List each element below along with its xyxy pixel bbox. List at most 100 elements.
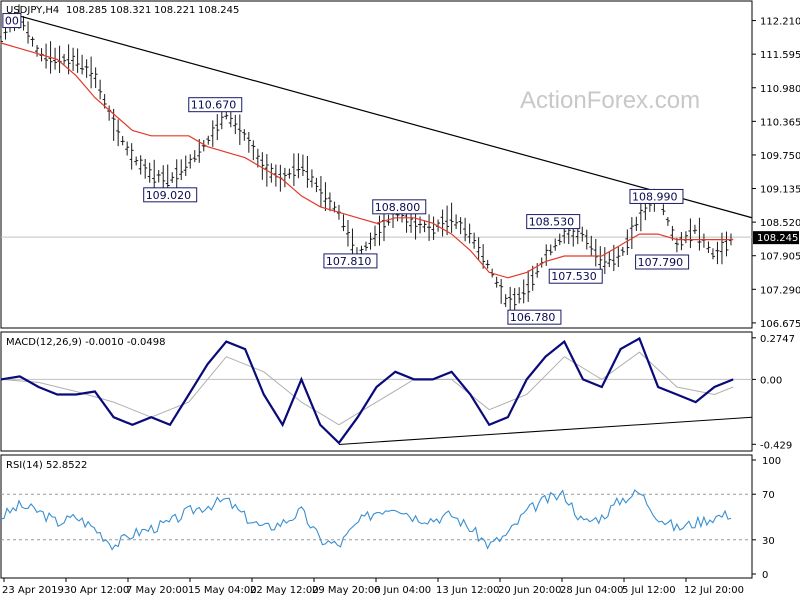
rsi-y-tick-label: 0 [762, 570, 768, 581]
candle [620, 246, 625, 256]
x-tick-label: 5 Jul 12:00 [622, 585, 676, 596]
price-annotation: 108.990 [629, 188, 684, 204]
candle [526, 270, 531, 302]
candle [156, 170, 161, 183]
rsi-panel [0, 454, 753, 579]
candle [440, 209, 445, 237]
candle [35, 45, 40, 57]
x-tick-label: 12 Jul 20:00 [684, 585, 744, 596]
candle [143, 158, 148, 179]
candle [553, 238, 558, 251]
candle [503, 294, 508, 307]
macd-panel [0, 331, 753, 452]
candle [215, 114, 220, 141]
candle [233, 114, 238, 135]
candle [598, 246, 603, 273]
svg-text:108.245: 108.245 [757, 233, 798, 244]
candle [607, 251, 612, 268]
x-tick-label: 23 Apr 2019 [2, 585, 64, 596]
candle [21, 16, 26, 31]
macd-y-tick-label: 0.00 [760, 375, 782, 386]
rsi-y-tick-label: 30 [762, 536, 775, 547]
candle [197, 139, 202, 163]
x-tick-label: 29 May 20:00 [312, 585, 381, 596]
candle [445, 205, 450, 236]
svg-text:109.020: 109.020 [146, 189, 192, 202]
price-y-tick-label: 110.980 [760, 84, 800, 95]
candle [134, 156, 139, 166]
ma-line [0, 42, 734, 279]
candle [125, 141, 130, 156]
price-annotation: 107.810 [323, 253, 378, 269]
candle [363, 241, 368, 252]
candle [138, 155, 143, 175]
candle [300, 154, 305, 177]
candle [638, 200, 643, 232]
candle [30, 36, 35, 47]
candle [26, 21, 31, 44]
candle [228, 111, 233, 128]
candle [75, 48, 80, 73]
candle [98, 79, 103, 100]
price-y-tick-label: 106.675 [760, 319, 800, 330]
candle [242, 129, 247, 141]
candle [305, 155, 310, 188]
candle [580, 226, 585, 242]
macd-line [0, 336, 734, 445]
x-tick-label: 30 Apr 12:00 [64, 585, 129, 596]
rsi-y-tick-label: 100 [762, 456, 781, 467]
candle [260, 152, 265, 180]
candle [0, 27, 3, 48]
price-y-axis: 112.210 111.595 110.980 110.365 109.750 109.1… [752, 17, 800, 330]
rsi-line [0, 489, 732, 551]
x-tick-label: 6 Jun 04:00 [374, 585, 431, 596]
candle [246, 132, 251, 153]
x-tick-label: 7 May 20:00 [126, 585, 188, 596]
svg-text:110.670: 110.670 [191, 99, 237, 112]
candle [710, 248, 715, 260]
price-y-tick-label: 112.210 [760, 17, 800, 28]
candle [341, 214, 346, 232]
candle [80, 54, 85, 75]
price-annotation: 110.670 [188, 97, 243, 113]
x-tick-label: 15 May 04:00 [188, 585, 257, 596]
svg-text:108.285: 108.285 [66, 5, 107, 16]
candle [431, 216, 436, 240]
candle [309, 169, 314, 188]
price-annotation: 109.020 [143, 187, 198, 203]
candle [368, 232, 373, 250]
candle [589, 235, 594, 257]
candle [548, 244, 553, 256]
svg-text:108.990: 108.990 [632, 190, 678, 203]
x-tick-label: 20 Jun 20:00 [498, 585, 562, 596]
candle [427, 214, 432, 241]
price-y-tick-label: 107.290 [760, 285, 800, 296]
candle [192, 150, 197, 163]
x-tick-label: 13 Jun 12:00 [436, 585, 500, 596]
svg-text:107.530: 107.530 [551, 270, 597, 283]
macd-y-tick-label: -0.429 [760, 440, 792, 451]
candle [616, 246, 621, 267]
price-annotations: 110.670 109.020 108.800 107.810 108.530 107.5… [2, 13, 690, 325]
candle [377, 215, 382, 246]
candle [327, 192, 332, 212]
svg-text:108.800: 108.800 [375, 201, 421, 214]
price-panel [0, 0, 753, 329]
candle [372, 225, 377, 247]
candle [458, 217, 463, 235]
svg-text:106.780: 106.780 [510, 311, 556, 324]
candle [584, 229, 589, 250]
macd-trendline [338, 416, 753, 445]
price-annotation: 108.530 [526, 214, 581, 230]
svg-text:108.221: 108.221 [154, 5, 195, 16]
candle [629, 217, 634, 250]
candle [625, 229, 630, 256]
svg-text:108.245: 108.245 [198, 5, 239, 16]
candle [345, 219, 350, 247]
current-price-badge: 108.245 [753, 231, 799, 245]
candle [152, 159, 157, 191]
svg-text:107.790: 107.790 [638, 256, 684, 269]
candle [715, 241, 720, 265]
price-y-tick-label: 108.520 [760, 218, 800, 229]
candle [494, 276, 499, 288]
